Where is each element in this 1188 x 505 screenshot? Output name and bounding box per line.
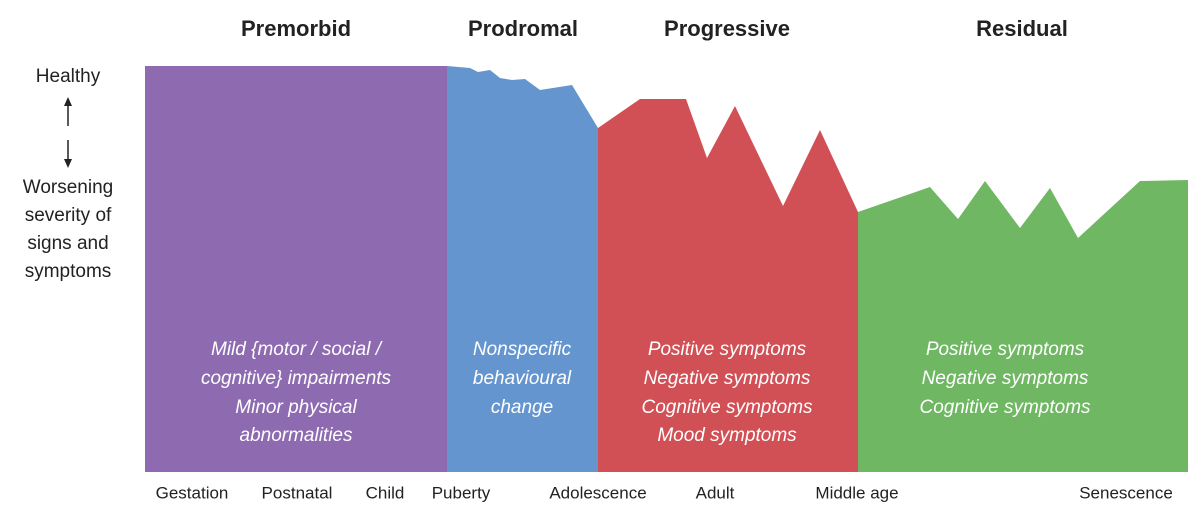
phase-title: Premorbid (241, 16, 351, 41)
x-label: Senescence (1079, 483, 1173, 502)
phase-description: cognitive} impairments (201, 368, 392, 389)
phase-description: behavioural (473, 368, 572, 389)
premorbid-area (145, 66, 447, 472)
phase-description: change (491, 397, 553, 418)
phase-description: abnormalities (240, 425, 353, 446)
x-label: Gestation (156, 483, 229, 502)
x-label: Postnatal (262, 483, 333, 502)
phase-title: Residual (976, 16, 1068, 41)
y-label-bottom: symptoms (25, 261, 112, 282)
phase-description: Positive symptoms (648, 339, 807, 360)
x-label: Adolescence (549, 483, 646, 502)
phase-title: Prodromal (468, 16, 578, 41)
phase-description: Minor physical (235, 397, 357, 418)
phase-title: Progressive (664, 16, 790, 41)
phase-description: Negative symptoms (644, 368, 811, 389)
y-label-top: Healthy (36, 66, 101, 87)
phase-description: Cognitive symptoms (919, 397, 1091, 418)
arrow-up (64, 97, 72, 126)
y-label-bottom: Worsening (23, 177, 113, 198)
phase-description: Positive symptoms (926, 339, 1085, 360)
x-label: Child (366, 483, 405, 502)
phase-description: Nonspecific (473, 339, 572, 360)
phase-description: Mild {motor / social / (211, 339, 383, 360)
phase-description: Negative symptoms (922, 368, 1089, 389)
prodromal-area (447, 66, 598, 472)
progressive-area (598, 99, 858, 472)
x-label: Puberty (432, 483, 491, 502)
phase-description: Mood symptoms (657, 425, 797, 446)
y-label-bottom: severity of (25, 205, 112, 226)
x-label: Middle age (815, 483, 898, 502)
arrow-down (64, 140, 72, 168)
phase-description: Cognitive symptoms (641, 397, 813, 418)
y-label-bottom: signs and (27, 233, 108, 254)
residual-area (858, 180, 1188, 472)
x-label: Adult (696, 483, 735, 502)
